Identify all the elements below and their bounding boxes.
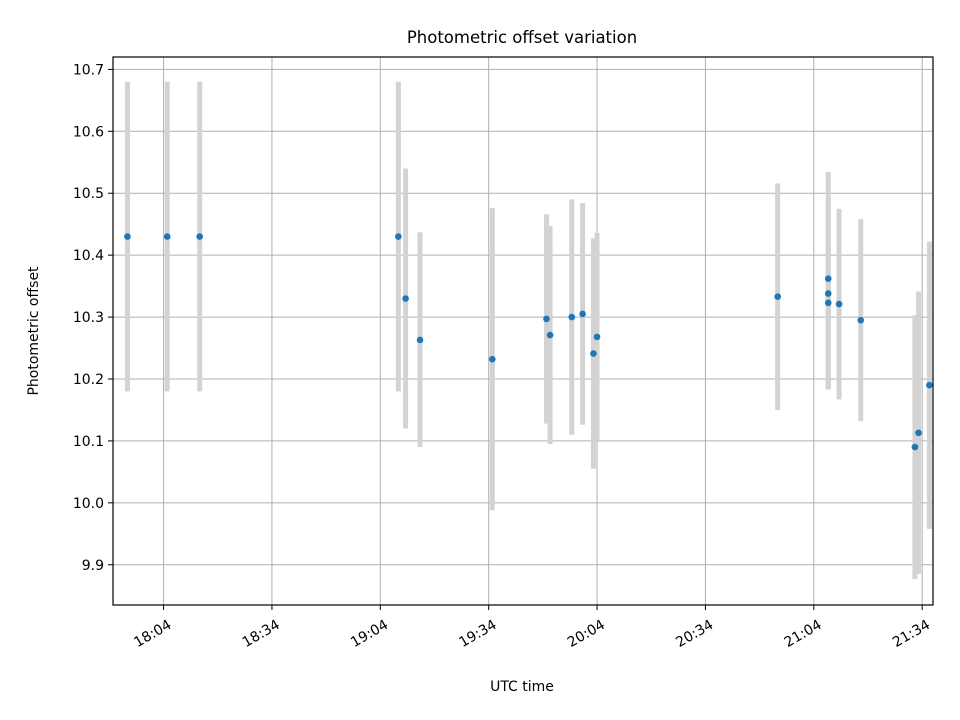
data-point [824, 275, 832, 282]
y-tick-label: 9.9 [82, 558, 104, 574]
x-tick-label: 20:34 [673, 617, 716, 651]
data-point [196, 233, 203, 240]
data-point [835, 300, 843, 308]
plot-frame [112, 56, 934, 606]
data-point [402, 295, 409, 302]
data-point [774, 293, 781, 300]
x-tick-label: 20:04 [565, 617, 608, 651]
data-point [911, 443, 919, 451]
chart-title: Photometric offset variation [407, 28, 637, 47]
x-tick-label: 21:04 [782, 617, 825, 651]
x-tick-label: 19:34 [457, 617, 500, 651]
data-point [543, 315, 550, 323]
data-point [915, 429, 922, 437]
data-point [163, 233, 171, 240]
x-tick-label: 18:34 [240, 617, 283, 651]
y-tick-label: 10.6 [73, 124, 104, 140]
data-point [488, 355, 496, 363]
grid [113, 57, 933, 605]
y-tick-label: 10.0 [73, 496, 104, 512]
x-tick-label: 19:04 [348, 617, 391, 651]
data-point [926, 381, 933, 389]
x-tick-label: 21:34 [890, 617, 933, 651]
data-point [857, 316, 865, 324]
y-axis-label: Photometric offset [26, 266, 42, 396]
y-tick-label: 10.1 [73, 434, 104, 450]
x-axis-label: UTC time [490, 679, 554, 695]
x-axis-ticks: 18:04 18:34 19:04 19:34 20:04 20:34 21:04 21:34 [131, 605, 933, 651]
y-axis-ticks: 9.9 10.0 10.1 10.2 10.3 10.4 10.5 10.6 10.7 [73, 62, 113, 574]
data-point [593, 333, 601, 341]
y-tick-label: 10.4 [73, 248, 104, 264]
data-point [416, 336, 424, 344]
x-tick-label: 18:04 [131, 617, 174, 651]
y-tick-label: 10.7 [73, 62, 104, 78]
data-point [579, 310, 586, 318]
data-point [824, 299, 832, 307]
data-point [546, 331, 554, 339]
y-tick-label: 10.5 [73, 186, 104, 202]
data-point [590, 350, 597, 357]
data-point [824, 290, 832, 297]
data-point [568, 313, 576, 321]
data-points [124, 233, 933, 451]
errorbars [124, 81, 932, 579]
data-point [124, 233, 131, 240]
y-tick-label: 10.2 [73, 372, 104, 388]
data-point [395, 233, 402, 240]
y-tick-label: 10.3 [73, 310, 104, 326]
